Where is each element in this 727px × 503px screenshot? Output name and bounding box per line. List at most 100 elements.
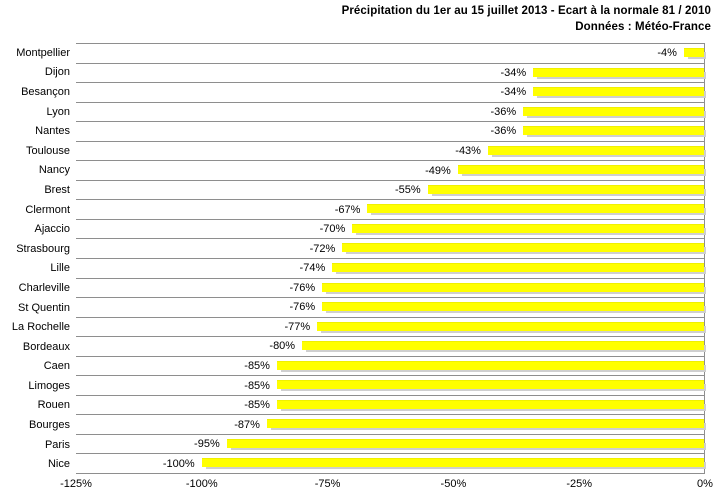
data-label: -67% [334, 203, 361, 216]
data-bar [226, 438, 704, 448]
data-bar [342, 243, 704, 253]
data-label: -87% [234, 418, 260, 431]
chart-row: -36% [76, 101, 704, 122]
data-bar [523, 126, 704, 136]
data-bar [352, 223, 704, 233]
data-bar [427, 184, 704, 194]
data-bar [332, 263, 704, 273]
category-label: Montpellier [16, 46, 70, 59]
chart-row: -4% [76, 43, 704, 63]
data-bar [276, 399, 704, 409]
data-label: -85% [244, 360, 270, 373]
data-label: -80% [269, 340, 296, 353]
data-label: -77% [284, 320, 311, 333]
data-label: -36% [490, 125, 517, 138]
data-bar [533, 67, 704, 77]
data-bar [302, 341, 704, 351]
chart-row: -34% [76, 82, 704, 102]
data-label: -76% [289, 301, 316, 314]
category-label: Caen [43, 360, 70, 373]
chart-title: Précipitation du 1er au 15 juillet 2013 … [341, 5, 711, 17]
data-bar [276, 380, 704, 390]
chart-row: -77% [76, 316, 704, 337]
chart-row: -87% [76, 414, 704, 434]
chart-row: -34% [76, 62, 704, 83]
category-label: Lille [50, 262, 70, 275]
category-label: Charleville [18, 281, 70, 294]
category-label: St Quentin [18, 301, 70, 314]
chart-row: -95% [76, 433, 704, 454]
data-label: -74% [299, 262, 326, 275]
x-tick-label: -75% [314, 478, 341, 490]
data-bar [322, 302, 704, 312]
x-tick-label: -25% [566, 478, 593, 490]
data-label: -85% [244, 379, 270, 392]
x-tick-label: -125% [60, 478, 92, 490]
chart-row: -72% [76, 238, 704, 258]
data-bar [201, 458, 704, 468]
data-bar [683, 48, 704, 57]
data-label: -55% [395, 184, 421, 197]
chart-subtitle: Données : Météo-France [575, 21, 711, 33]
data-label: -49% [425, 164, 451, 177]
category-axis: Montpellier Dijon Besançon Lyon Nantes Toulou… [0, 43, 70, 474]
category-label: Dijon [44, 66, 70, 79]
chart-row: -85% [76, 394, 704, 415]
data-label: -4% [657, 47, 677, 60]
category-label: Paris [44, 438, 70, 451]
data-label: -34% [500, 86, 527, 99]
category-label: Nice [47, 458, 70, 471]
category-label: Strasbourg [16, 242, 70, 255]
data-bar [487, 145, 704, 155]
chart-row: -36% [76, 121, 704, 141]
category-label: Brest [44, 183, 70, 196]
category-label: Limoges [28, 379, 70, 392]
chart-row: -76% [76, 277, 704, 298]
category-label: Nancy [38, 164, 70, 177]
data-bar [457, 165, 704, 175]
chart-row: -74% [76, 258, 704, 278]
value-axis: -125% -100% -75% -50% -25% 0% [60, 478, 713, 494]
category-label: La Rochelle [11, 321, 70, 334]
category-label: Bordeaux [22, 340, 70, 353]
data-label: -70% [319, 223, 346, 236]
data-bar [322, 282, 704, 292]
category-label: Bourges [29, 419, 70, 432]
chart-row: -100% [76, 453, 704, 473]
plot-area: -4% -34% -34% -36% -36% -43% -49% -55% -67% -70% -… [76, 43, 705, 474]
chart-row: -70% [76, 218, 704, 239]
data-bar [266, 419, 704, 429]
data-label: -100% [162, 457, 195, 470]
x-tick-label: -50% [440, 478, 467, 490]
chart-row: -49% [76, 160, 704, 180]
chart-row: -80% [76, 336, 704, 356]
category-label: Ajaccio [34, 223, 70, 236]
x-tick-label: 0% [697, 478, 713, 490]
chart-row: -67% [76, 199, 704, 219]
category-label: Clermont [25, 203, 70, 216]
data-bar [533, 87, 704, 97]
category-label: Toulouse [25, 144, 70, 157]
data-label: -36% [490, 105, 517, 118]
chart-row: -85% [76, 355, 704, 376]
category-label: Nantes [35, 125, 70, 138]
data-label: -72% [309, 242, 336, 255]
data-label: -85% [244, 399, 270, 412]
data-bar [276, 360, 704, 370]
chart-row: -85% [76, 375, 704, 395]
data-label: -76% [289, 281, 316, 294]
data-label: -34% [500, 66, 527, 79]
chart-title-block: Précipitation du 1er au 15 juillet 2013 … [342, 3, 711, 35]
chart-row: -43% [76, 140, 704, 161]
data-label: -43% [455, 145, 481, 157]
x-tick-label: -100% [185, 478, 218, 490]
data-label: -95% [194, 438, 220, 451]
category-label: Rouen [37, 399, 70, 412]
data-bar [317, 321, 704, 331]
chart-row: -55% [76, 179, 704, 200]
category-label: Besançon [21, 85, 70, 98]
data-bar [367, 204, 704, 214]
chart-row: -76% [76, 297, 704, 317]
category-label: Lyon [46, 105, 70, 118]
